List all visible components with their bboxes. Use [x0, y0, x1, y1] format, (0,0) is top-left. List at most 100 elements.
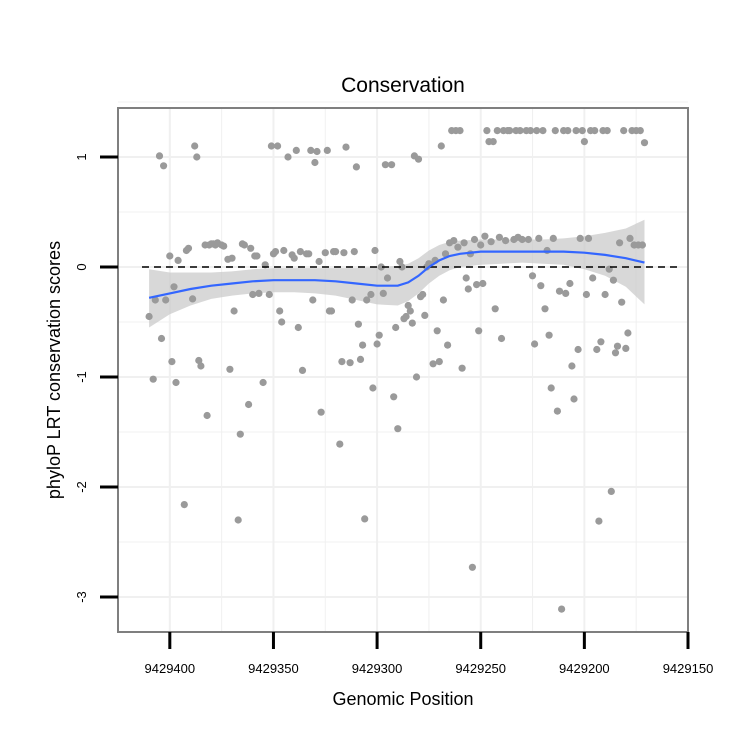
data-point	[361, 515, 369, 523]
data-point	[315, 257, 323, 266]
data-point	[464, 285, 472, 293]
data-point	[373, 340, 381, 348]
data-point	[547, 384, 555, 392]
data-point	[412, 373, 421, 381]
data-point	[191, 142, 199, 150]
data-point	[180, 501, 188, 509]
data-point	[369, 384, 377, 392]
data-point	[381, 161, 389, 169]
data-point	[174, 256, 182, 264]
data-point	[284, 153, 292, 161]
data-point	[574, 345, 582, 354]
data-point	[157, 334, 166, 343]
data-point	[313, 147, 321, 156]
data-point	[367, 290, 375, 299]
data-point	[396, 257, 404, 266]
data-point	[332, 248, 340, 256]
x-tick-label: 9429150	[663, 661, 714, 676]
data-point	[506, 127, 514, 135]
data-point	[255, 289, 263, 297]
data-point	[618, 298, 626, 306]
data-point	[298, 366, 307, 374]
data-point	[267, 142, 275, 150]
x-tick-label: 9429400	[145, 661, 196, 676]
data-point	[371, 246, 379, 255]
data-point	[481, 232, 489, 240]
data-point	[638, 241, 647, 249]
data-point	[593, 345, 601, 354]
data-point	[564, 127, 572, 135]
data-point	[479, 279, 487, 288]
y-tick-label: -1	[74, 371, 89, 383]
data-point	[497, 334, 506, 343]
data-point	[487, 238, 495, 246]
data-point	[421, 311, 429, 319]
data-point	[149, 375, 157, 383]
data-point	[491, 305, 499, 313]
data-point	[475, 327, 483, 335]
data-point	[450, 237, 458, 245]
data-point	[406, 307, 414, 315]
data-point	[470, 235, 479, 244]
data-point	[458, 364, 466, 372]
data-point	[151, 296, 159, 304]
data-point	[603, 127, 611, 135]
data-point	[296, 248, 304, 256]
data-point	[184, 244, 193, 252]
data-point	[541, 305, 549, 313]
data-point	[249, 290, 257, 299]
data-point	[323, 146, 331, 154]
data-point	[533, 127, 541, 135]
data-point	[392, 323, 400, 332]
data-point	[408, 319, 416, 327]
data-point	[274, 142, 282, 150]
data-point	[622, 344, 630, 352]
data-point	[317, 408, 325, 416]
scatter-points	[145, 127, 649, 613]
data-point	[597, 338, 605, 346]
data-point	[551, 127, 559, 135]
data-point	[390, 393, 398, 401]
data-point	[562, 289, 570, 297]
data-point	[518, 235, 526, 244]
data-point	[327, 307, 336, 315]
data-point	[531, 340, 539, 348]
data-point	[278, 318, 286, 326]
data-point	[359, 341, 367, 349]
smooth-trend-line	[148, 250, 645, 299]
data-point	[620, 127, 628, 135]
data-point	[528, 272, 537, 280]
data-point	[433, 327, 441, 335]
data-point	[292, 146, 300, 154]
data-point	[377, 263, 385, 271]
data-point	[172, 378, 180, 387]
data-point	[290, 254, 298, 262]
data-point	[435, 358, 443, 366]
x-tick-label: 9429250	[455, 661, 506, 676]
data-point	[166, 252, 174, 260]
data-point	[352, 163, 360, 171]
data-point	[388, 161, 396, 169]
chart-title: Conservation	[341, 74, 465, 97]
data-point	[189, 295, 197, 303]
data-point	[346, 359, 354, 367]
data-point	[439, 296, 447, 304]
data-point	[537, 282, 545, 290]
data-point	[195, 356, 203, 365]
data-point	[305, 250, 313, 258]
data-point	[555, 287, 564, 295]
data-point	[456, 127, 464, 135]
data-point	[170, 283, 178, 291]
data-point	[348, 296, 356, 304]
y-tick-label: 1	[74, 153, 89, 160]
y-axis: 1 0 -1 -2 -3	[74, 153, 118, 603]
data-point	[236, 430, 244, 438]
data-point	[247, 244, 255, 252]
y-tick-label: -2	[74, 481, 89, 493]
data-point	[613, 342, 622, 350]
data-point	[584, 234, 593, 242]
data-point	[611, 349, 620, 357]
data-point	[311, 158, 319, 167]
data-point	[155, 152, 164, 160]
data-point	[462, 274, 470, 282]
